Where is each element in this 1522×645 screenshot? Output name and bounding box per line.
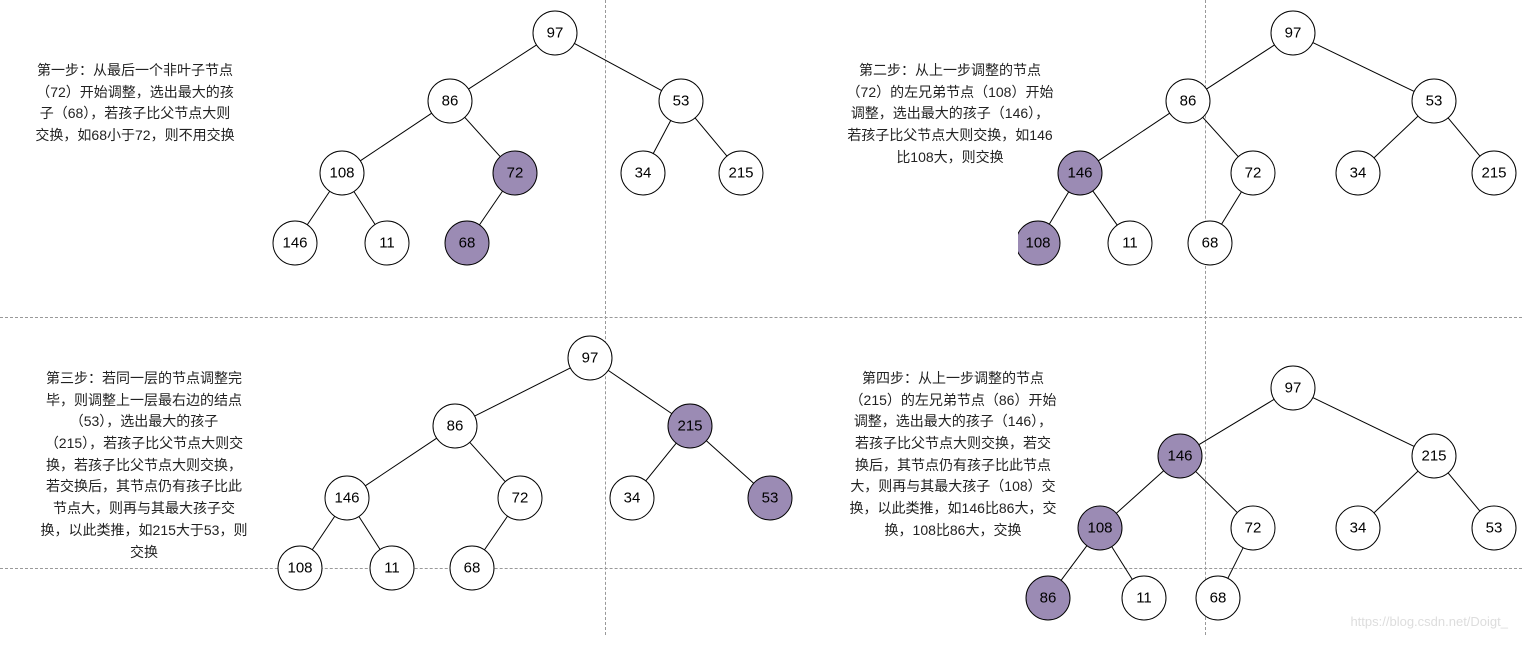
watermark: https://blog.csdn.net/Doigt_ — [1350, 614, 1508, 629]
step-description: 第三步：若同一层的节点调整完 毕，则调整上一层最右边的结点 （53），选出最大的… — [24, 368, 264, 563]
tree-edge — [359, 517, 380, 550]
tree-node-label: 68 — [1210, 590, 1227, 607]
tree-node-label: 146 — [334, 490, 359, 507]
tree-edge — [653, 120, 670, 153]
step-description: 第一步：从最后一个非叶子节点 （72）开始调整，选出最大的孩 子（68），若孩子… — [20, 60, 250, 147]
tree-node-label: 53 — [1486, 520, 1503, 537]
tree-node-label: 215 — [677, 418, 702, 435]
tree-node-label: 97 — [1285, 380, 1302, 397]
tree-node-label: 86 — [442, 93, 459, 110]
tree-edge — [1093, 191, 1117, 225]
tree-node-label: 68 — [1202, 235, 1219, 252]
tree-node-label: 72 — [512, 490, 529, 507]
tree-edge — [1313, 43, 1414, 92]
tree-node-label: 108 — [1025, 235, 1050, 252]
tree-edge — [479, 191, 502, 225]
tree-diagram: 97 86 215 146 72 34 53 108 11 68 — [270, 330, 830, 630]
tree-node-label: 146 — [1067, 165, 1092, 182]
tree-node-label: 11 — [384, 560, 400, 577]
tree-edge — [1203, 117, 1239, 156]
tree-edge — [312, 516, 334, 549]
tree-node-label: 108 — [329, 165, 354, 182]
tree-node-label: 97 — [1285, 25, 1302, 42]
tree-edge — [1112, 547, 1133, 580]
tree-edge — [468, 45, 536, 89]
tree-edge — [470, 442, 506, 481]
tree-node-label: 86 — [1180, 93, 1197, 110]
tree-node-label: 97 — [582, 350, 599, 367]
tree-edge — [646, 443, 676, 481]
tree-node-label: 34 — [624, 490, 641, 507]
tree-edge — [608, 370, 672, 413]
tree-diagram: 97 146 215 108 72 34 53 86 11 68 — [1018, 330, 1522, 640]
tree-edge — [1222, 192, 1242, 225]
tree-node-label: 34 — [1350, 165, 1367, 182]
tree-edge — [695, 118, 727, 156]
tree-edge — [1061, 546, 1087, 581]
tree-edge — [475, 368, 571, 416]
tree-edge — [354, 192, 375, 225]
tree-node-label: 146 — [1167, 448, 1192, 465]
tree-node-label: 53 — [673, 93, 690, 110]
tree-node-label: 53 — [762, 490, 779, 507]
tree-edge — [1116, 471, 1163, 514]
tree-node-label: 72 — [507, 165, 524, 182]
tree-node-label: 34 — [635, 165, 652, 182]
tree-node-label: 53 — [1426, 93, 1443, 110]
tree-node-label: 108 — [287, 560, 312, 577]
tree-node-label: 34 — [1350, 520, 1367, 537]
tree-node-label: 11 — [1136, 590, 1152, 607]
tree-node-label: 146 — [282, 235, 307, 252]
tree-edge — [1199, 399, 1274, 444]
tree-edge — [1228, 548, 1243, 579]
tree-edge — [1374, 471, 1418, 513]
tree-node-label: 86 — [447, 418, 464, 435]
tree-node-label: 215 — [1421, 448, 1446, 465]
tree-node-label: 72 — [1245, 520, 1262, 537]
tree-edge — [1374, 116, 1418, 158]
tree-edge — [1448, 118, 1480, 156]
tree-edge — [307, 191, 329, 224]
tree-edge — [484, 516, 507, 550]
tree-edge — [1448, 473, 1480, 511]
tree-node-label: 215 — [728, 165, 753, 182]
tree-node-label: 108 — [1087, 520, 1112, 537]
tree-edge — [1313, 398, 1414, 447]
tree-diagram: 97 86 53 146 72 34 215 108 11 68 — [1018, 5, 1522, 275]
tree-diagram: 97 86 53 108 72 34 215 146 11 68 — [265, 5, 785, 275]
tree-node-label: 11 — [379, 235, 395, 252]
tree-edge — [706, 441, 753, 484]
tree-node-label: 86 — [1040, 590, 1057, 607]
tree-edge — [465, 117, 501, 156]
tree-edge — [1196, 471, 1238, 512]
tree-node-label: 11 — [1122, 235, 1138, 252]
tree-edge — [365, 438, 436, 486]
tree-node-label: 68 — [464, 560, 481, 577]
divider-horizontal-1 — [0, 317, 1522, 318]
tree-edge — [1206, 45, 1274, 89]
tree-edge — [360, 113, 431, 161]
tree-node-label: 215 — [1481, 165, 1506, 182]
tree-node-label: 72 — [1245, 165, 1262, 182]
tree-node-label: 97 — [547, 25, 564, 42]
tree-node-label: 68 — [459, 235, 476, 252]
tree-edge — [1049, 192, 1068, 224]
tree-edge — [574, 43, 661, 90]
tree-edge — [1098, 113, 1169, 161]
